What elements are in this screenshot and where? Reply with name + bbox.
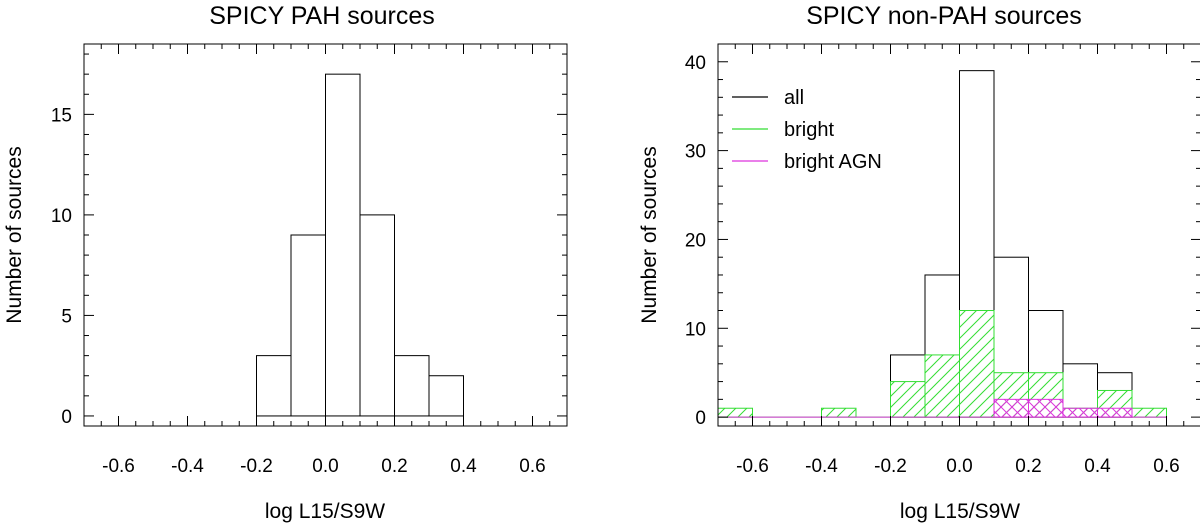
x-tick-label: 0.6: [519, 456, 545, 477]
bar-all-2: [325, 73, 361, 417]
bar-all-4: [394, 355, 430, 417]
x-tick-label: 0.2: [1015, 456, 1041, 477]
x-tick-label: 0.4: [450, 456, 477, 477]
x-tick-label: 0.0: [946, 456, 972, 477]
chart-pah-title: SPICY PAH sources: [209, 2, 435, 30]
series-bright: [717, 310, 1167, 418]
y-tick-label: 0: [61, 407, 72, 428]
chart-nonpah-ticks: -0.6 -0.4 -0.2 0.0 0.2 0.4 0.6 0 10 20 30 40: [685, 43, 1200, 477]
x-tick-label: -0.6: [736, 456, 769, 477]
x-tick-label: -0.4: [805, 456, 838, 477]
legend-label-bright-AGN: bright AGN: [784, 151, 882, 173]
chart-pah-ticks: -0.6 -0.4 -0.2 0.0 0.2 0.4 0.6 0 5 10 15: [51, 44, 568, 477]
bar-bright-AGN-9: [1028, 398, 1064, 418]
y-tick-label: 20: [685, 230, 706, 251]
x-tick-label: 0.6: [1153, 456, 1179, 477]
chart-nonpah-legend: all bright bright AGN: [732, 87, 882, 173]
bar-bright-AGN-11: [1097, 407, 1133, 418]
bar-bright-7: [959, 310, 995, 418]
legend-label-all: all: [784, 87, 804, 109]
bar-all-3: [359, 214, 395, 417]
series-all: [256, 73, 464, 417]
y-tick-label: 40: [685, 53, 706, 74]
series-bright-AGN: [718, 398, 1167, 418]
bar-bright-AGN-8: [993, 398, 1029, 418]
chart-pah: SPICY PAH sources -0.6 -0.4 -0.2 0.0 0.2 0.4 0…: [3, 2, 568, 523]
x-tick-label: 0.2: [381, 456, 407, 477]
y-tick-label: 10: [685, 319, 706, 340]
chart-nonpah-xlabel: log L15/S9W: [900, 500, 1020, 523]
y-tick-label: 0: [695, 408, 706, 429]
y-tick-label: 10: [51, 206, 72, 227]
chart-nonpah: SPICY non-PAH sources -0.6 -0.4 -0.2 0.0 0.2…: [638, 2, 1200, 523]
bar-all-1: [290, 234, 326, 417]
y-tick-label: 30: [685, 142, 706, 163]
bar-bright-6: [924, 354, 960, 418]
bar-all-5: [428, 375, 464, 417]
chart-nonpah-bars: [717, 70, 1167, 418]
x-tick-label: 0.4: [1084, 456, 1111, 477]
chart-pah-bars: [256, 73, 464, 417]
bar-bright-5: [890, 381, 926, 418]
bar-all-0: [256, 355, 292, 417]
bar-bright-AGN-10: [1062, 407, 1098, 418]
chart-nonpah-title: SPICY non-PAH sources: [806, 2, 1082, 30]
y-tick-label: 5: [61, 306, 72, 327]
bar-bright-12: [1131, 407, 1167, 418]
x-tick-label: -0.2: [874, 456, 907, 477]
x-tick-label: -0.6: [102, 456, 135, 477]
bar-bright-3: [821, 407, 857, 418]
chart-nonpah-ylabel: Number of sources: [638, 146, 661, 323]
chart-pah-ylabel: Number of sources: [3, 146, 26, 323]
x-tick-label: -0.4: [171, 456, 204, 477]
legend-label-bright: bright: [784, 119, 834, 141]
chart-pah-xlabel: log L15/S9W: [265, 500, 385, 523]
x-tick-label: 0.0: [312, 456, 338, 477]
y-tick-label: 15: [51, 105, 72, 126]
x-tick-label: -0.2: [240, 456, 273, 477]
bar-bright-0: [717, 407, 753, 418]
